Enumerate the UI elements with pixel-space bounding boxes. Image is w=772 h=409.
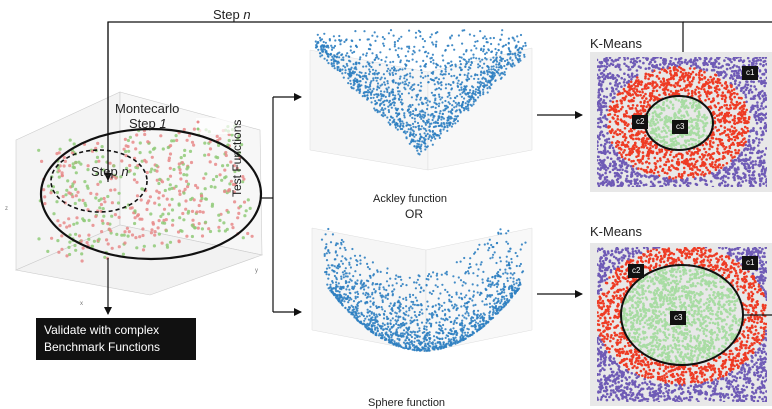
sphere-label: Sphere function	[368, 397, 446, 409]
step-top-var: n	[243, 7, 251, 22]
step-1-label: Step 1	[129, 116, 167, 131]
axis-label-x: x	[80, 301, 83, 307]
kmeans-top-label: K-Means	[590, 36, 643, 51]
validate-box: Validate with complex Benchmark Function…	[36, 318, 196, 360]
ackley-label: Ackley function	[373, 193, 447, 205]
kmeans-top-c3-tag: c3	[672, 120, 689, 134]
kmeans-top-c2-tag: c2	[632, 115, 649, 129]
kmeans-bottom-label: K-Means	[590, 224, 643, 239]
sphere-points	[320, 227, 527, 352]
ackley-surface-plot	[309, 29, 533, 171]
montecarlo-ellipse	[39, 127, 263, 261]
kmeans-bottom-c1-tag: c1	[742, 256, 759, 270]
step1-prefix: Step	[129, 116, 160, 131]
kmeans-bottom-plot	[590, 243, 772, 406]
kmeans-bottom-c3-tag: c3	[670, 311, 687, 325]
test-functions-label: Test Functions	[230, 119, 244, 197]
step1-var: 1	[159, 116, 167, 131]
step-n-dashed-ellipse	[50, 149, 148, 213]
validate-line-1: Validate with complex	[44, 323, 160, 337]
kmeans-bottom-c2-tag: c2	[628, 264, 645, 278]
sphere-surface-plot	[311, 227, 533, 353]
test-functions-branch	[261, 93, 302, 316]
kmeans-top-plot	[590, 52, 772, 192]
step-n-inner-label: Step n	[91, 164, 129, 179]
stepn-prefix: Step	[91, 164, 122, 179]
step-n-top-label: Step n	[213, 7, 251, 22]
axis-label-y: y	[255, 268, 258, 274]
or-label: OR	[405, 207, 423, 221]
step-top-prefix: Step	[213, 7, 244, 22]
montecarlo-scatter-plot: z x y	[5, 91, 264, 307]
axis-label-z: z	[5, 206, 8, 212]
montecarlo-label: Montecarlo	[115, 101, 180, 116]
stepn-var: n	[121, 164, 129, 179]
kmeans-top-c1-tag: c1	[742, 66, 759, 80]
ackley-points	[314, 29, 527, 156]
validate-line-2: Benchmark Functions	[44, 340, 161, 354]
